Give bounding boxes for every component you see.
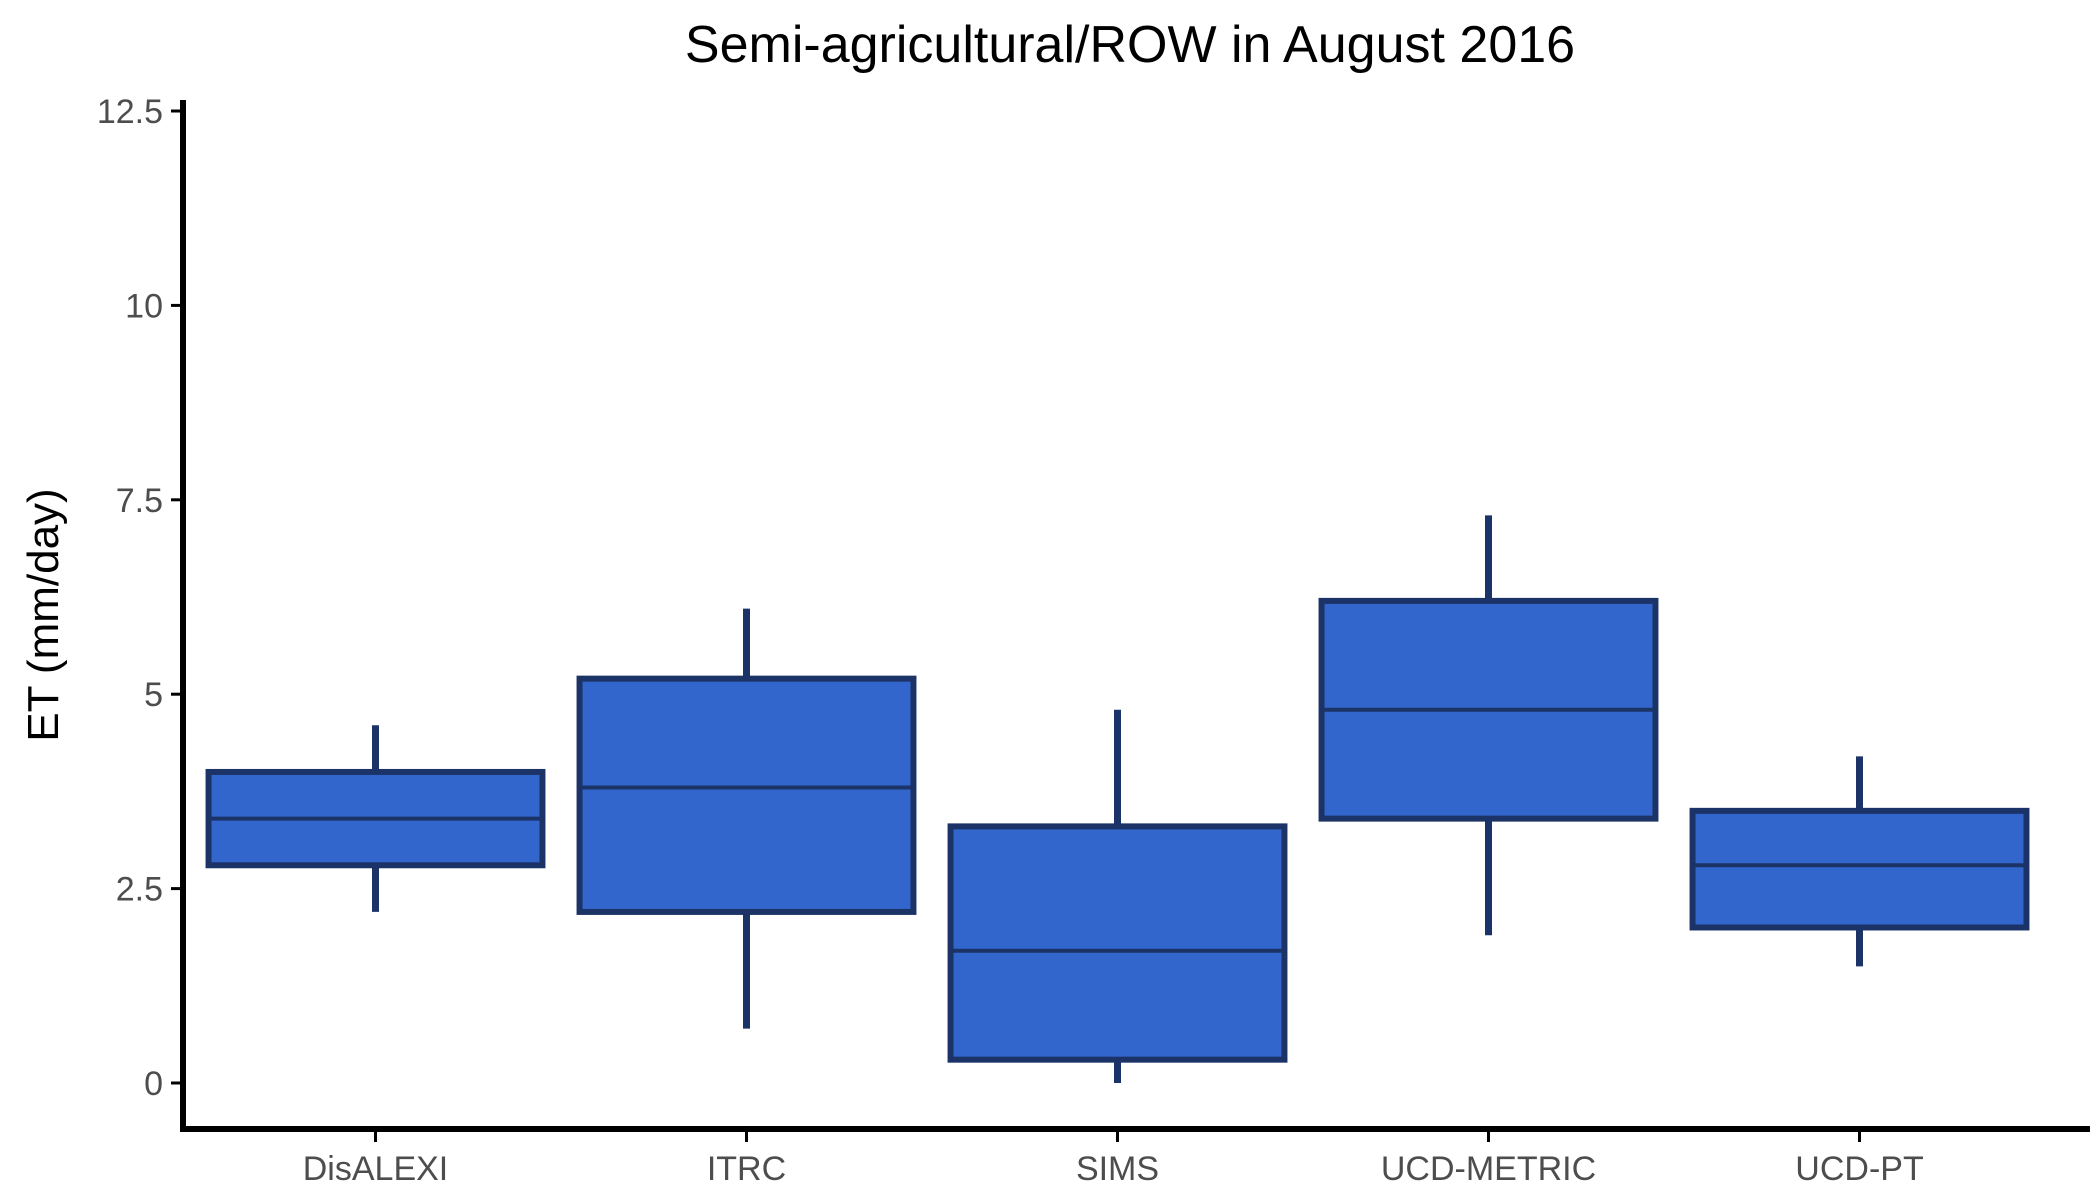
box-sims: [947, 823, 1288, 1063]
x-tick-label-sims: SIMS: [1076, 1150, 1159, 1188]
y-tick-label-1: 2.5: [116, 871, 163, 909]
box-ucd-pt: [1689, 807, 2030, 931]
plot-area: 0 2.5 5 7.5 10 12.5 DisALEXI ITRC SIMS UCD-METRIC…: [97, 93, 2090, 1188]
y-tick-label-0: 0: [144, 1065, 163, 1103]
x-tick-label-ucd-metric: UCD-METRIC: [1381, 1150, 1596, 1188]
x-tick-label-ucd-pt: UCD-PT: [1795, 1150, 1923, 1188]
y-tick-label-3: 7.5: [116, 482, 163, 520]
x-tick-label-itrc: ITRC: [707, 1150, 786, 1188]
y-tick-label-4: 10: [125, 287, 163, 325]
y-tick-label-5: 12.5: [97, 93, 163, 131]
box-itrc: [576, 675, 917, 915]
y-tick-label-2: 5: [144, 676, 163, 714]
x-tick-label-disalexi: DisALEXI: [303, 1150, 449, 1188]
chart-title: Semi-agricultural/ROW in August 2016: [685, 16, 1575, 74]
y-axis-label: ET (mm/day): [19, 488, 68, 741]
